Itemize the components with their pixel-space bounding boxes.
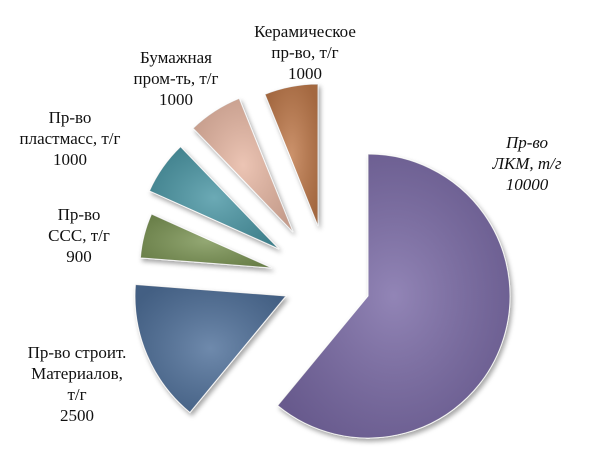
pie-slice-keram (264, 83, 319, 227)
pie-slice-stroit-shading (134, 284, 286, 413)
slice-label-keram-line: Керамическое (254, 22, 356, 41)
slice-label-keram: Керамическое пр-во, т/г 1000 (254, 22, 356, 83)
slice-label-plast-line: Пр-во (49, 108, 92, 127)
pie-slice-bum-shading (193, 98, 293, 232)
slice-label-lkm-line: ЛКМ, т/г (491, 154, 561, 173)
slice-label-stroit-line: 2500 (60, 406, 94, 425)
slice-label-sss-line: Пр-во (58, 205, 101, 224)
slice-labels: Пр-во ЛКМ, т/г 10000 Пр-во строит. Материало… (19, 22, 561, 425)
slice-label-sss-line: ССС, т/г (48, 226, 110, 245)
pie-slice-lkm (276, 153, 511, 439)
slice-label-plast: Пр-во пластмасс, т/г 1000 (19, 108, 120, 169)
slice-label-bum-line: Бумажная (140, 48, 212, 67)
slice-label-lkm-line: 10000 (506, 175, 549, 194)
pie-slice-keram-shading (264, 84, 318, 226)
slice-label-sss-line: 900 (66, 247, 92, 266)
slice-label-bum: Бумажная пром-ть, т/г 1000 (134, 48, 219, 109)
slice-label-lkm-line: Пр-во (505, 133, 548, 152)
pie-slice-plast (148, 145, 280, 250)
slice-label-bum-line: 1000 (159, 90, 193, 109)
pie-slice-lkm-shading (277, 154, 510, 438)
slice-label-keram-line: пр-во, т/г (271, 43, 338, 62)
slice-label-stroit-line: Пр-во строит. (28, 343, 127, 362)
slice-label-lkm: Пр-во ЛКМ, т/г 10000 (491, 133, 561, 194)
slice-label-plast-line: пластмасс, т/г (19, 129, 120, 148)
pie-slice-stroit (134, 283, 287, 414)
pie-slice-sss-shading (140, 214, 272, 268)
slice-label-stroit: Пр-во строит. Материалов, т/г 2500 (28, 343, 127, 425)
pie-slice-bum (192, 97, 294, 233)
pie-slices (134, 83, 511, 439)
slice-label-keram-line: 1000 (288, 64, 322, 83)
slice-label-stroit-line: т/г (67, 385, 86, 404)
slice-label-plast-line: 1000 (53, 150, 87, 169)
pie-slice-plast-shading (149, 146, 279, 249)
slice-label-bum-line: пром-ть, т/г (134, 69, 219, 88)
slice-label-sss: Пр-во ССС, т/г 900 (48, 205, 110, 266)
slice-label-stroit-line: Материалов, (31, 364, 123, 383)
pie-slice-sss (139, 213, 273, 269)
